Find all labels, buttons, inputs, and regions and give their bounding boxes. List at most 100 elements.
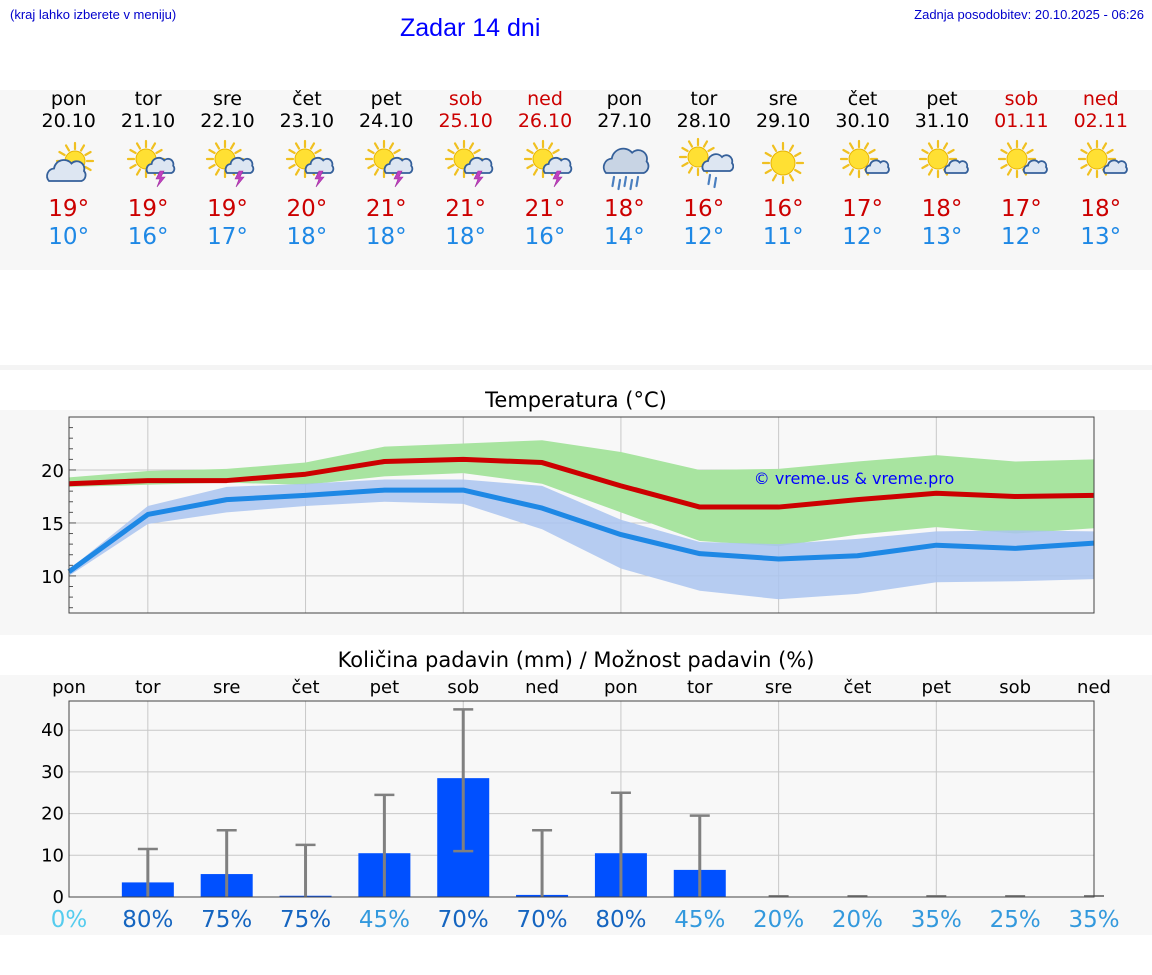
sun-ray	[215, 142, 221, 150]
sun-ray	[446, 148, 455, 155]
day-date: 24.10	[359, 110, 414, 132]
precipitation-probability: 45%	[674, 907, 725, 933]
day-name: pet	[370, 88, 402, 110]
day-column: pon 27.10 18° 14°	[585, 88, 664, 253]
sun-ray	[1080, 148, 1088, 155]
sun-small-cloud-icon	[918, 139, 969, 179]
min-temperature: 12°	[683, 224, 725, 250]
sun-ray	[772, 144, 778, 152]
sun-thunderstorm-icon	[365, 139, 414, 188]
sun-ray	[389, 142, 395, 150]
icon-group	[365, 139, 414, 188]
rain-drop	[707, 173, 711, 186]
lightning-bolt	[314, 170, 325, 188]
sun-ray	[57, 150, 66, 157]
sun-ray	[552, 148, 560, 155]
day-column: tor 21.10 19° 16°	[108, 88, 187, 253]
sun-ray	[772, 174, 778, 182]
heavy-rain-cloud-icon	[603, 147, 650, 191]
day-column: čet 23.10 20° 18°	[267, 88, 346, 253]
sun-ray	[453, 142, 459, 150]
sun-ray	[234, 148, 243, 155]
x-tick-label: pet	[370, 677, 400, 698]
plot-frame	[68, 700, 1095, 898]
sun-ray	[294, 142, 300, 150]
sun-ray	[83, 150, 92, 157]
cloud-shape	[225, 156, 255, 174]
lightning-bolt	[552, 170, 563, 188]
rain-drop	[629, 178, 634, 191]
sun-ray	[155, 148, 163, 155]
sun-ray	[230, 142, 236, 150]
day-name: sre	[768, 88, 798, 110]
day-date: 25.10	[438, 110, 493, 132]
max-temperature: 16°	[762, 196, 804, 222]
max-temperature: 21°	[445, 196, 487, 222]
sun-ray	[1101, 142, 1107, 150]
day-name: ned	[1082, 88, 1119, 110]
min-temperature: 16°	[127, 224, 169, 250]
divider	[0, 365, 1152, 370]
page-title: Zadar 14 dni	[400, 14, 541, 42]
icon-group	[998, 139, 1049, 179]
sun-ray	[532, 168, 539, 176]
icon-group	[45, 141, 94, 182]
sun-ray	[927, 168, 934, 176]
min-temperature: 16°	[524, 224, 566, 250]
sun-disc	[687, 146, 709, 168]
sun-ray	[135, 142, 142, 150]
cloud-shape	[145, 156, 176, 174]
sun-ray	[947, 148, 955, 155]
x-tick-label: sre	[213, 677, 240, 698]
day-name: pon	[606, 88, 643, 110]
max-temperature: 19°	[127, 196, 169, 222]
day-date: 21.10	[120, 110, 176, 132]
x-tick-label: čet	[292, 677, 320, 698]
sun-ray	[135, 168, 142, 176]
icon-group	[1077, 139, 1128, 179]
sun-ray	[867, 148, 876, 155]
sun-ray	[532, 142, 539, 150]
x-tick-label: pet	[922, 677, 952, 698]
x-tick-label: tor	[687, 677, 713, 698]
temperature-chart: 10 15 20 © vreme.us & vreme.pro	[41, 416, 1095, 614]
sun-ray	[83, 165, 92, 172]
sun-ray	[294, 168, 300, 176]
rain-drop	[713, 176, 717, 189]
day-date: 27.10	[597, 110, 652, 132]
sun-ray	[472, 148, 481, 155]
y-tick-label: 20	[41, 461, 64, 482]
daily-forecast: pon 20.10 19° 10° tor 21.10 19° 16° sre 22.10 19° 1…	[29, 88, 1143, 253]
max-temperature: 17°	[1000, 196, 1042, 222]
day-name: tor	[690, 88, 718, 110]
sun-ray	[367, 163, 375, 170]
y-tick-label: 40	[41, 720, 64, 741]
lightning-bolt	[234, 170, 246, 188]
sun-ray	[848, 142, 854, 150]
max-temperature: 19°	[207, 196, 248, 222]
day-column: sre 29.10 16° 11°	[744, 88, 823, 253]
min-temperature: 13°	[1080, 224, 1122, 250]
day-column: pet 24.10 21° 18°	[347, 88, 426, 253]
cloud-shape	[542, 156, 573, 174]
y-tick-label: 10	[41, 845, 64, 866]
x-tick-label: sob	[999, 677, 1031, 698]
lightning-bolt	[473, 170, 484, 188]
cloud-shape	[45, 159, 87, 182]
icon-group	[523, 139, 573, 188]
x-tick-label: sre	[765, 677, 792, 698]
rain-drop	[617, 178, 622, 191]
cloud-shape	[1023, 159, 1049, 174]
last-update: Zadnja posodobitev: 20.10.2025 - 06:26	[914, 7, 1144, 22]
sun-ray	[547, 142, 554, 150]
sun-ray	[446, 163, 455, 170]
sun-thunderstorm-icon	[523, 139, 573, 188]
plot-area	[69, 701, 1094, 897]
day-column: tor 28.10 16° 12°	[664, 88, 743, 253]
sun-ray	[702, 140, 708, 148]
x-tick-label: tor	[135, 677, 161, 698]
sun-ray	[150, 142, 157, 150]
icon-group	[603, 147, 650, 191]
sun-thunderstorm-icon	[285, 139, 335, 188]
min-temperature-range	[69, 479, 1094, 600]
